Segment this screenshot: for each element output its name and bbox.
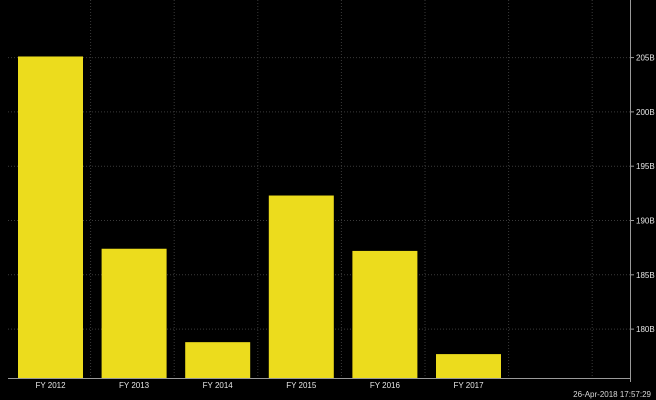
y-tick-label: 195B <box>636 162 655 171</box>
grid-lines <box>8 0 630 378</box>
x-tick-label: FY 2017 <box>453 381 484 390</box>
x-tick-labels: FY 2012 FY 2013 FY 2014 FY 2015 FY 2016 FY 20… <box>35 381 484 390</box>
bars <box>18 56 501 378</box>
bar-fy-2014 <box>185 342 251 378</box>
timestamp: 26-Apr-2018 17:57:29 <box>573 390 651 399</box>
bar-fy-2017 <box>436 354 501 378</box>
bar-fy-2013 <box>101 248 167 378</box>
x-tick-label: FY 2015 <box>286 381 317 390</box>
bar-fy-2016 <box>352 250 418 378</box>
y-tick-label: 205B <box>636 54 655 63</box>
y-tick-label: 185B <box>636 271 655 280</box>
x-tick-label: FY 2012 <box>35 381 66 390</box>
x-tick-label: FY 2014 <box>203 381 234 390</box>
y-tick-label: 180B <box>636 325 655 334</box>
x-tick-label: FY 2016 <box>370 381 401 390</box>
bar-fy-2012 <box>18 56 83 378</box>
bar-fy-2015 <box>268 195 334 378</box>
y-tick-label: 190B <box>636 217 655 226</box>
x-tick-label: FY 2013 <box>119 381 150 390</box>
axes <box>8 0 634 382</box>
y-tick-labels: 180B 185B 190B 195B 200B 205B <box>636 54 655 335</box>
y-tick-label: 200B <box>636 108 655 117</box>
